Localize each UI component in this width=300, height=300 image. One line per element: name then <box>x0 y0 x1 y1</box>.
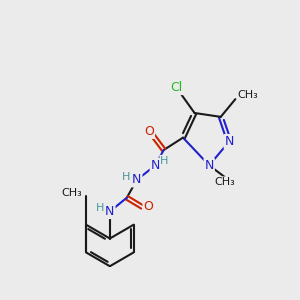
Text: Cl: Cl <box>171 81 183 94</box>
Text: N: N <box>105 205 115 218</box>
Text: N: N <box>224 135 234 148</box>
Text: CH₃: CH₃ <box>238 89 258 100</box>
Text: O: O <box>143 200 153 213</box>
Text: H: H <box>160 156 169 166</box>
Text: N: N <box>151 159 160 172</box>
Text: CH₃: CH₃ <box>61 188 82 198</box>
Text: N: N <box>132 173 142 187</box>
Text: H: H <box>122 172 130 182</box>
Text: CH₃: CH₃ <box>214 177 235 187</box>
Text: H: H <box>96 203 104 214</box>
Text: N: N <box>205 159 214 172</box>
Text: O: O <box>144 125 154 138</box>
